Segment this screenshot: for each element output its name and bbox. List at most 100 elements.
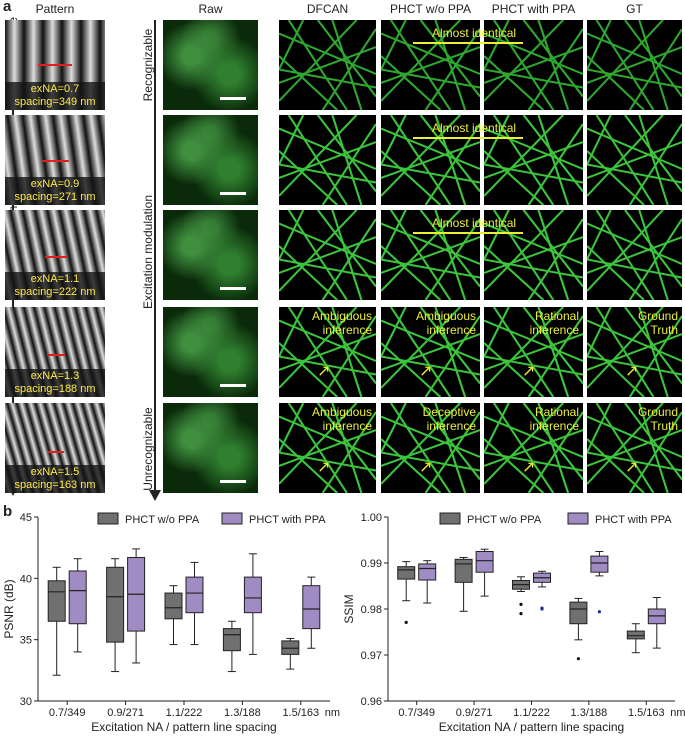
column-header-0: Pattern: [35, 2, 75, 16]
y-tick-label: 30: [20, 696, 32, 708]
raw-image: [163, 307, 258, 397]
phct-wo-ppa-image: [381, 307, 480, 397]
inference-label: Ground Truth: [637, 309, 678, 337]
spacing-marker: [38, 64, 73, 66]
x-tick-label: 0.9/271: [107, 707, 144, 719]
y-axis-label: SSIM: [342, 594, 356, 623]
box: [590, 555, 609, 573]
pointer-arrow-icon: ↗: [625, 363, 639, 380]
inference-label: Ambiguous inference: [311, 405, 372, 433]
pointer-arrow-icon: ↗: [419, 459, 433, 476]
y-tick-label: 0.97: [361, 650, 382, 662]
column-header-3: PHCT w/o PPA: [390, 2, 471, 16]
raw-image: [163, 20, 258, 110]
pointer-arrow-icon: ↗: [522, 459, 536, 476]
pattern-image: exNA=1.3 spacing=188 nm: [5, 307, 105, 397]
inference-label: Rational inference: [529, 405, 579, 433]
exna-label: exNA=1.3: [30, 370, 80, 382]
gt-image: [587, 403, 682, 493]
almost-identical-label: Almost identical: [432, 26, 517, 40]
spacing-label: spacing=271 nm: [14, 191, 96, 203]
phct-with-ppa-image: [484, 403, 583, 493]
y-tick-label: 1.00: [361, 512, 382, 524]
inference-label: Deceptive inference: [422, 405, 476, 433]
legend-label: PHCT with PPA: [249, 514, 326, 526]
spacing-label: spacing=163 nm: [14, 479, 96, 491]
exna-label: exNA=1.5: [30, 466, 80, 478]
legend-swatch: [567, 512, 589, 525]
pointer-arrow-icon: ↗: [522, 363, 536, 380]
spacing-marker: [45, 256, 67, 258]
almost-identical-arrow: [413, 232, 523, 234]
scale-bar: [220, 192, 246, 195]
gt-image: [587, 115, 682, 205]
dfcan-image: [279, 115, 376, 205]
dfcan-image: [279, 20, 376, 110]
phct-wo-ppa-image: [381, 403, 480, 493]
pattern-caption: exNA=1.1 spacing=222 nm: [5, 272, 105, 300]
x-tick-label: 1.3/188: [224, 707, 261, 719]
pointer-arrow-icon: ↗: [317, 459, 331, 476]
inference-label: Rational inference: [529, 309, 579, 337]
x-tick-label: 0.7/349: [49, 707, 86, 719]
legend-swatch: [221, 512, 243, 525]
almost-identical-arrow: [413, 42, 523, 44]
gt-image: [587, 307, 682, 397]
scale-bar: [220, 384, 246, 387]
raw-image: [163, 403, 258, 493]
box: [243, 576, 262, 614]
outlier-point: [404, 620, 408, 624]
pointer-arrow-icon: ↗: [625, 459, 639, 476]
x-axis-label: Excitation NA / pattern line spacing: [91, 720, 276, 734]
y-tick-label: 35: [20, 635, 32, 647]
mid-axis-arrowhead: [149, 490, 161, 501]
mid-axis-bottom: Unrecognizable: [141, 407, 155, 491]
spacing-label: spacing=188 nm: [14, 383, 96, 395]
scale-bar: [220, 480, 246, 483]
box: [68, 570, 87, 625]
pattern-caption: exNA=1.3 spacing=188 nm: [5, 369, 105, 397]
column-header-4: PHCT with PPA: [491, 2, 576, 16]
ssim-chart: 0.96 0.97 0.98 0.99 1.00 SSIM 0.7/349 0.9/271 1.…: [342, 512, 685, 734]
pattern-caption: exNA=0.7 spacing=349 nm: [5, 82, 105, 110]
dfcan-image: [279, 403, 376, 493]
spacing-marker: [42, 160, 69, 162]
inference-label: Ambiguous inference: [311, 309, 372, 337]
x-unit-label: nm: [670, 707, 685, 719]
panel-b-label: b: [3, 503, 13, 520]
phct-with-ppa-image: [484, 210, 583, 300]
column-header-1: Raw: [198, 2, 223, 16]
panel-a-label: a: [3, 0, 12, 15]
x-axis-label: Excitation NA / pattern line spacing: [439, 720, 624, 734]
exna-label: exNA=0.7: [30, 83, 80, 95]
spacing-label: spacing=349 nm: [14, 96, 96, 108]
y-tick-label: 0.98: [361, 604, 382, 616]
phct-with-ppa-image: [484, 307, 583, 397]
inference-label: Ambiguous inference: [415, 309, 476, 337]
outlier-point: [519, 612, 523, 616]
almost-identical-label: Almost identical: [432, 121, 517, 135]
box: [475, 551, 494, 573]
y-tick-label: 45: [20, 512, 32, 524]
outlier-point: [519, 602, 523, 606]
outlier-point: [540, 606, 544, 610]
pointer-arrow-icon: ↗: [419, 363, 433, 380]
box: [185, 576, 204, 614]
pattern-image: exNA=1.5 spacing=163 nm: [5, 403, 105, 493]
pattern-image: exNA=1.1 spacing=222 nm: [5, 210, 105, 300]
outlier-point: [597, 610, 601, 614]
column-header-2: DFCAN: [306, 2, 349, 16]
mid-axis-middle: Excitation modulation: [141, 194, 155, 310]
dfcan-image: [279, 307, 376, 397]
pattern-image: exNA=0.9 spacing=271 nm: [5, 115, 105, 205]
box: [302, 585, 321, 630]
mid-axis-top: Recognizable: [141, 28, 155, 102]
box: [47, 580, 66, 622]
pointer-arrow-icon: ↗: [317, 363, 331, 380]
scale-bar: [220, 97, 246, 100]
x-tick-label: 1.5/163: [282, 707, 319, 719]
dfcan-image: [279, 210, 376, 300]
x-tick-label: 1.5/163: [628, 707, 665, 719]
legend-label: PHCT with PPA: [595, 514, 672, 526]
box: [106, 566, 125, 643]
